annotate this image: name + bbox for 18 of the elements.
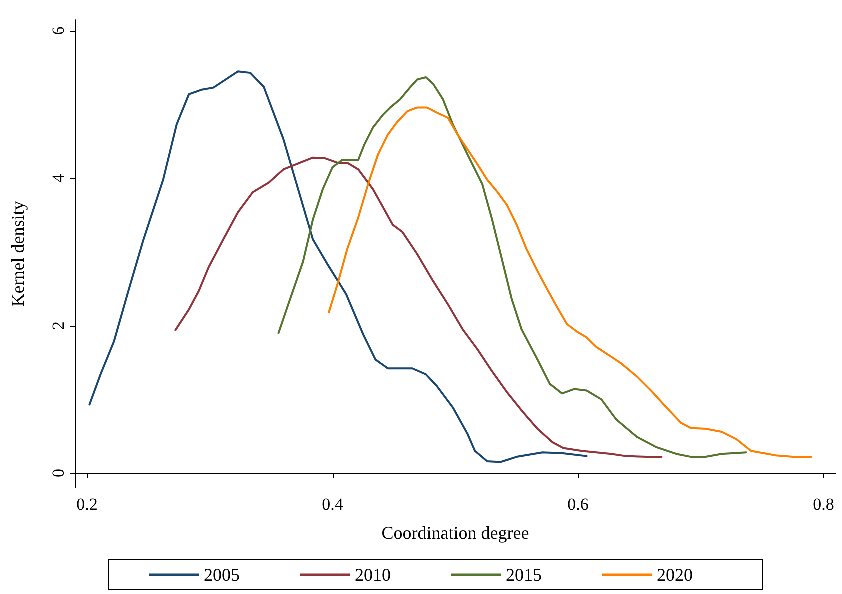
line-series <box>278 76 748 458</box>
legend-label: 2010 <box>355 565 391 585</box>
y-axis-title: Kernel density <box>8 201 28 307</box>
line-series <box>328 106 812 458</box>
y-tick-label: 0 <box>49 469 68 478</box>
x-tick-label: 0.8 <box>813 495 834 514</box>
x-tick-label: 0.2 <box>76 495 98 514</box>
legend-label: 2015 <box>506 565 542 585</box>
y-tick-label: 6 <box>49 26 68 36</box>
line-series <box>174 156 663 458</box>
legend-label: 2020 <box>657 565 693 585</box>
y-tick-label: 4 <box>49 174 68 183</box>
line-series <box>88 70 588 464</box>
x-tick-label: 0.6 <box>568 495 589 514</box>
x-tick-label: 0.4 <box>322 495 344 514</box>
legend-label: 2005 <box>204 565 240 585</box>
y-tick-label: 2 <box>49 322 68 330</box>
x-axis-title: Coordination degree <box>382 523 530 543</box>
